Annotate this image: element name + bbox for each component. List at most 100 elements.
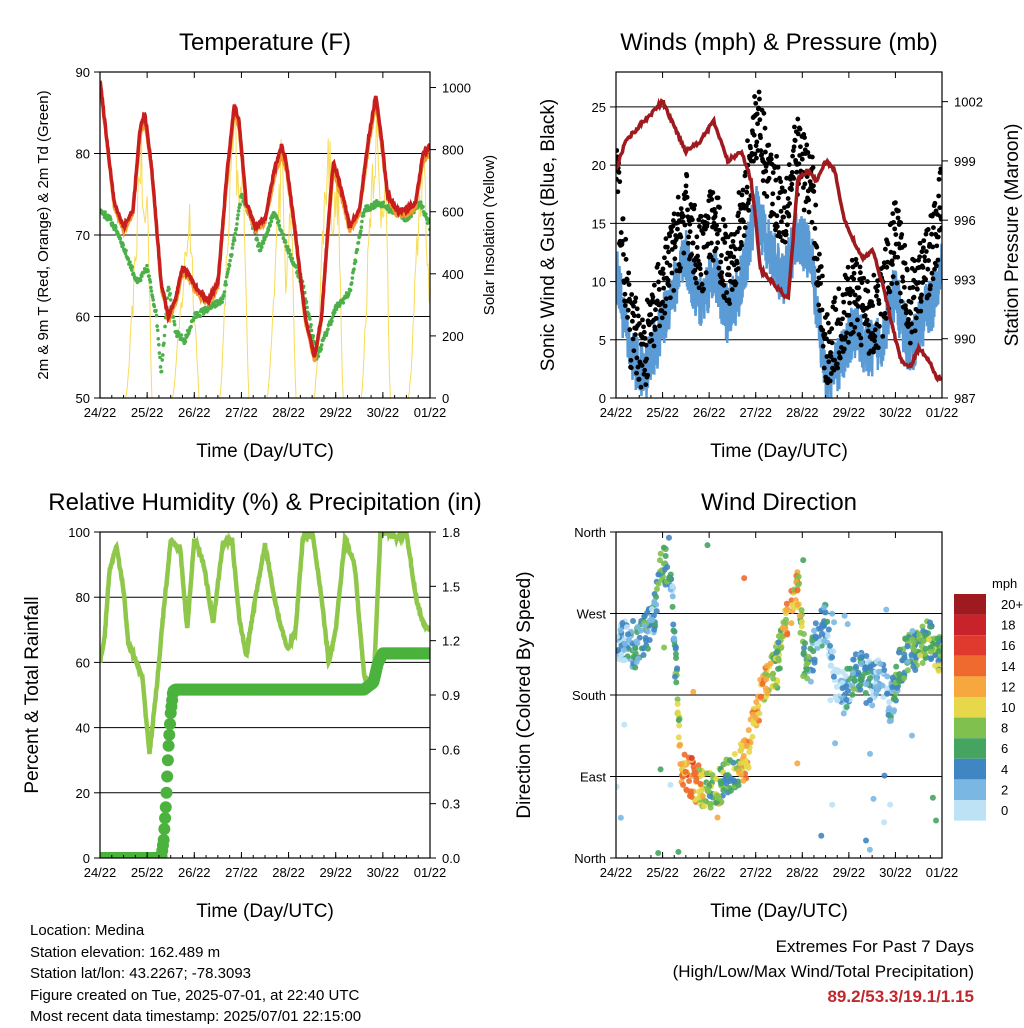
point-wind-direction xyxy=(909,636,916,643)
point-wind-direction xyxy=(935,667,942,674)
point-wind-direction xyxy=(682,768,689,775)
point-wind-direction xyxy=(850,686,857,693)
point-gust xyxy=(751,158,756,164)
point-dewpoint xyxy=(159,369,164,374)
point-gust xyxy=(841,346,847,352)
point-gust xyxy=(631,348,637,354)
point-wind-direction xyxy=(876,668,883,675)
y-tick-label: South xyxy=(572,688,606,703)
point-wind-direction xyxy=(876,681,883,688)
point-gust xyxy=(912,258,917,264)
point-gust xyxy=(828,350,834,355)
point-gust xyxy=(643,342,649,348)
latlon-text: Station lat/lon: 43.2267; -78.3093 xyxy=(30,965,252,982)
point-wind-direction xyxy=(921,632,928,639)
point-wind-direction xyxy=(798,607,805,614)
point-gust xyxy=(814,244,820,250)
point-gust xyxy=(792,124,797,130)
point-gust xyxy=(802,181,808,187)
point-gust xyxy=(726,272,732,278)
point-gust xyxy=(681,213,686,219)
legend-swatch xyxy=(954,614,986,636)
point-wind-direction xyxy=(896,671,903,678)
point-dewpoint xyxy=(157,351,162,355)
point-gust xyxy=(820,327,826,333)
point-gust xyxy=(739,192,745,198)
point-dewpoint xyxy=(150,295,155,299)
point-dewpoint xyxy=(287,248,292,253)
point-wind-direction xyxy=(774,648,781,655)
point-gust xyxy=(806,197,812,203)
point-dewpoint xyxy=(149,289,154,293)
point-gust xyxy=(626,282,632,288)
point-wind-direction xyxy=(756,710,763,717)
point-gust xyxy=(623,256,629,262)
point-wind-direction xyxy=(672,673,679,680)
point-wind-direction xyxy=(673,679,680,686)
point-gust xyxy=(622,291,628,297)
recent-data-text: Most recent data timestamp: 2025/07/01 2… xyxy=(30,1008,362,1025)
point-gust xyxy=(752,94,757,99)
x-tick-label: 01/22 xyxy=(926,865,959,880)
point-gust xyxy=(777,234,783,240)
point-dewpoint xyxy=(158,355,162,360)
point-gust xyxy=(616,189,621,195)
point-gust xyxy=(632,332,638,338)
point-gust xyxy=(917,240,923,246)
winds-data xyxy=(616,89,942,398)
point-gust xyxy=(768,152,774,158)
point-gust xyxy=(639,363,645,368)
legend-label: 0 xyxy=(1001,803,1008,818)
point-wind-direction xyxy=(922,645,929,652)
point-wind-direction xyxy=(640,645,647,652)
point-wind-direction xyxy=(870,795,877,802)
y-axis-label: Direction (Colored By Speed) xyxy=(514,571,535,818)
point-wind-direction xyxy=(740,777,747,784)
point-wind-direction xyxy=(788,620,795,627)
point-gust xyxy=(875,345,881,351)
point-wind-direction xyxy=(739,742,746,749)
point-gust xyxy=(919,249,925,255)
point-wind-direction xyxy=(841,612,848,619)
point-wind-direction xyxy=(894,684,901,691)
y-tick-label: 0 xyxy=(599,391,606,406)
point-gust xyxy=(887,289,893,295)
x-tick-label: 26/22 xyxy=(693,865,726,880)
point-gust xyxy=(628,357,634,363)
point-wind-direction xyxy=(688,793,695,800)
x-tick-label: 26/22 xyxy=(178,405,211,420)
point-dewpoint xyxy=(259,245,264,249)
point-gust xyxy=(786,162,792,168)
point-wind-direction xyxy=(933,817,940,824)
point-gust xyxy=(770,191,776,197)
point-wind-direction xyxy=(644,628,651,635)
point-wind-direction xyxy=(749,711,756,718)
point-wind-direction xyxy=(670,627,677,634)
point-gust xyxy=(714,223,719,228)
point-gust xyxy=(691,206,697,212)
y-tick-label: 25 xyxy=(592,100,606,115)
point-gust xyxy=(870,303,876,308)
point-dewpoint xyxy=(349,281,354,285)
point-gust xyxy=(739,243,744,248)
point-dewpoint xyxy=(276,219,281,223)
legend-label: 8 xyxy=(1001,721,1008,736)
point-gust xyxy=(684,194,690,200)
point-gust xyxy=(813,202,819,208)
point-gust xyxy=(847,300,853,306)
point-gust xyxy=(708,240,714,246)
point-gust xyxy=(689,217,695,223)
point-wind-direction xyxy=(651,626,658,633)
point-gust xyxy=(789,170,795,175)
point-gust xyxy=(923,249,929,254)
point-gust xyxy=(641,324,646,330)
point-gust xyxy=(651,343,657,349)
point-dewpoint xyxy=(206,308,210,312)
point-gust xyxy=(626,270,632,276)
point-gust xyxy=(938,166,942,172)
y-tick-label: 15 xyxy=(592,216,606,231)
point-wind-direction xyxy=(800,649,807,656)
point-dewpoint xyxy=(226,270,230,274)
point-gust xyxy=(714,231,720,237)
point-dewpoint xyxy=(176,330,181,335)
